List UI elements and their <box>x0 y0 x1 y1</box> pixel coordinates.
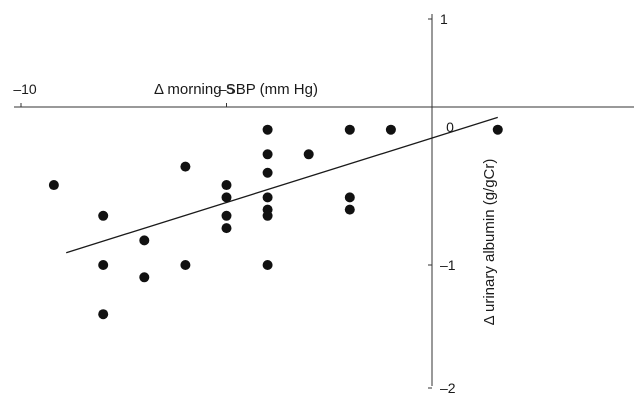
data-point <box>98 309 109 320</box>
x-tick-label: –10 <box>13 81 37 97</box>
data-point <box>98 210 109 221</box>
data-point <box>262 192 273 203</box>
data-point <box>344 204 355 215</box>
data-point <box>180 260 191 270</box>
data-point <box>98 260 109 270</box>
data-point <box>262 210 273 221</box>
tick-labels: –10–5051–1–2 <box>13 11 456 395</box>
data-point <box>262 167 273 178</box>
axes <box>14 14 634 386</box>
data-point <box>221 180 232 191</box>
data-point <box>303 149 314 160</box>
data-point <box>262 124 273 135</box>
x-tick-label: –5 <box>219 81 235 97</box>
y-axis-title: Δ urinary albumin (g/gCr) <box>481 159 498 326</box>
y-tick-label: –1 <box>440 257 456 273</box>
data-point <box>262 149 273 160</box>
data-point <box>221 210 232 221</box>
regression-line <box>66 116 498 254</box>
data-point <box>492 124 503 135</box>
data-point <box>180 161 191 172</box>
data-point <box>344 192 355 203</box>
x-tick-label: 0 <box>446 119 454 135</box>
data-point <box>221 223 232 234</box>
data-point <box>385 124 396 135</box>
data-point <box>139 272 150 283</box>
data-point <box>48 180 59 191</box>
data-point <box>344 124 355 135</box>
ticks <box>20 18 432 389</box>
y-tick-label: –2 <box>440 380 456 395</box>
y-tick-label: 1 <box>440 11 448 27</box>
data-point <box>262 260 273 270</box>
data-points <box>48 124 503 320</box>
data-point <box>221 192 232 203</box>
data-point <box>139 235 150 246</box>
x-axis-title: Δ morning SBP (mm Hg) <box>154 81 318 98</box>
